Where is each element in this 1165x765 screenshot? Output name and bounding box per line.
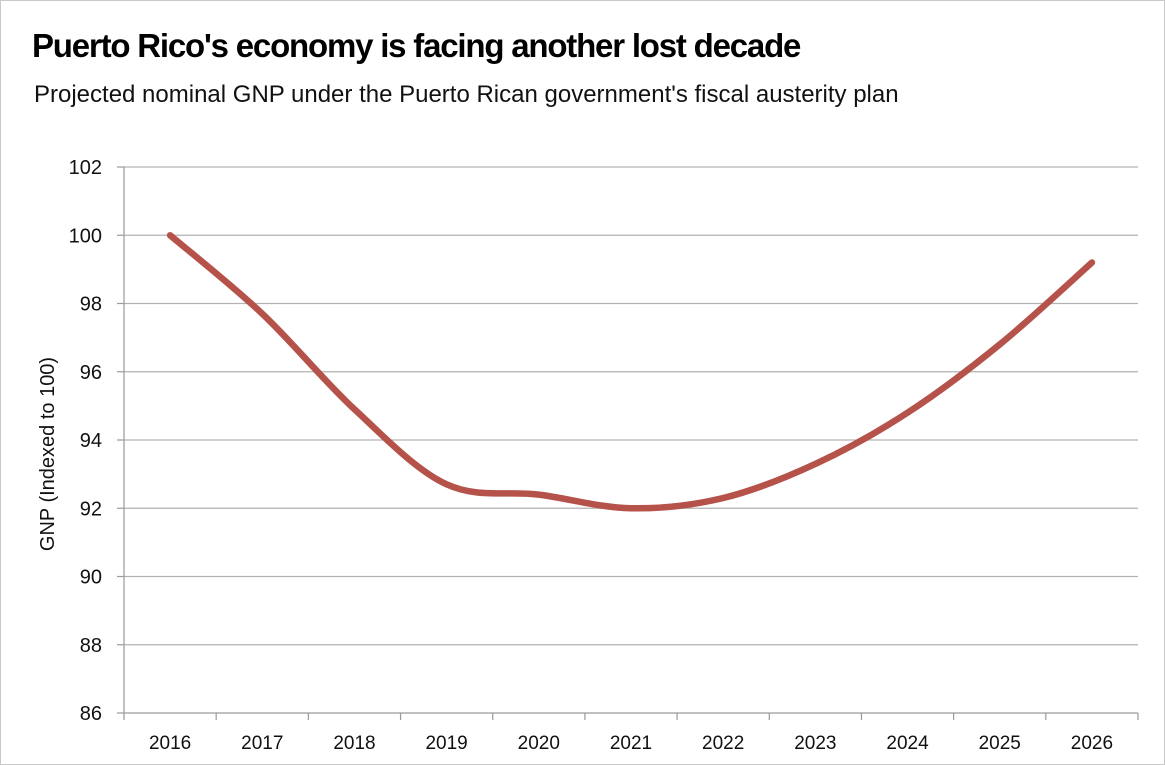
y-tick-label-90: 90 xyxy=(80,567,102,589)
x-tick-label-2020: 2020 xyxy=(518,733,560,754)
x-tick-label-2026: 2026 xyxy=(1071,733,1113,754)
axes xyxy=(117,166,1139,720)
x-tick-label-2023: 2023 xyxy=(794,733,836,754)
y-tick-label-98: 98 xyxy=(80,294,102,316)
x-tick-label-2021: 2021 xyxy=(610,733,652,754)
series-line-0 xyxy=(166,232,1096,512)
chart-title: Puerto Rico's economy is facing another … xyxy=(32,27,801,64)
y-tick-label-88: 88 xyxy=(80,635,102,657)
y-tick-label-100: 100 xyxy=(69,225,102,247)
y-tick-label-96: 96 xyxy=(80,362,102,384)
series-group xyxy=(166,232,1096,512)
y-tick-label-86: 86 xyxy=(80,703,102,725)
x-tick-label-2022: 2022 xyxy=(702,733,744,754)
chart-subtitle: Projected nominal GNP under the Puerto R… xyxy=(34,81,899,108)
x-tick-label-2025: 2025 xyxy=(979,733,1021,754)
y-tick-label-94: 94 xyxy=(80,430,102,452)
gridlines xyxy=(124,166,1138,646)
y-tick-labels: 86 88 90 92 94 96 98 100 102 xyxy=(69,157,102,725)
x-tick-label-2017: 2017 xyxy=(241,733,283,754)
x-tick-labels: 2016 2017 2018 2019 2020 2021 2022 2023 2024 2025… xyxy=(149,733,1113,754)
y-tick-label-92: 92 xyxy=(80,498,102,520)
y-axis-label: GNP (Indexed to 100) xyxy=(37,357,59,551)
x-tick-label-2019: 2019 xyxy=(425,733,467,754)
y-tick-label-102: 102 xyxy=(69,157,102,179)
x-tick-label-2016: 2016 xyxy=(149,733,191,754)
x-tick-label-2018: 2018 xyxy=(333,733,375,754)
x-tick-label-2024: 2024 xyxy=(886,733,929,754)
